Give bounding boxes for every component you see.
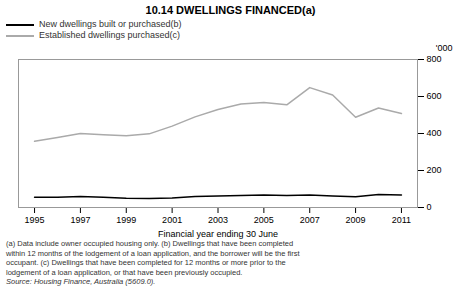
- svg-text:600: 600: [427, 91, 442, 101]
- svg-text:0: 0: [427, 202, 432, 212]
- svg-text:1999: 1999: [116, 215, 136, 225]
- html-text:Source: Housing Finance, Austr: Source: Housing Finance, Australia (5609…: [6, 277, 156, 286]
- svg-text:1997: 1997: [70, 215, 90, 225]
- svg-text:400: 400: [427, 128, 442, 138]
- svg-text:2001: 2001: [162, 215, 182, 225]
- html-text:New dwellings built or purchas: New dwellings built or purchased(b): [39, 19, 182, 29]
- svg-text:2007: 2007: [300, 215, 320, 225]
- svg-text:2005: 2005: [254, 215, 274, 225]
- html-text:Established dwellings purchase: Established dwellings purchased(c): [39, 30, 181, 40]
- svg-text:2003: 2003: [208, 215, 228, 225]
- svg-text:2011: 2011: [392, 215, 411, 225]
- svg-text:Financial year ending 30 June: Financial year ending 30 June: [158, 229, 278, 239]
- html-text:10.14 DWELLINGS FINANCED(a): 10.14 DWELLINGS FINANCED(a): [145, 4, 316, 16]
- html-text:(a) Data include owner occupie: (a) Data include owner occupied housing …: [6, 239, 294, 248]
- html-text:lodgement of a loan applicatio: lodgement of a loan application, or that…: [6, 267, 243, 277]
- svg-text:'000: '000: [436, 43, 453, 53]
- svg-text:2009: 2009: [346, 215, 366, 225]
- svg-text:800: 800: [427, 54, 442, 64]
- svg-text:200: 200: [427, 165, 442, 175]
- svg-text:1995: 1995: [25, 215, 45, 225]
- html-text:occupant. (c) Dwellings that h: occupant. (c) Dwellings that have been c…: [6, 258, 286, 267]
- html-text:within 12 months of the lodgem: within 12 months of the lodgement of a l…: [6, 248, 300, 258]
